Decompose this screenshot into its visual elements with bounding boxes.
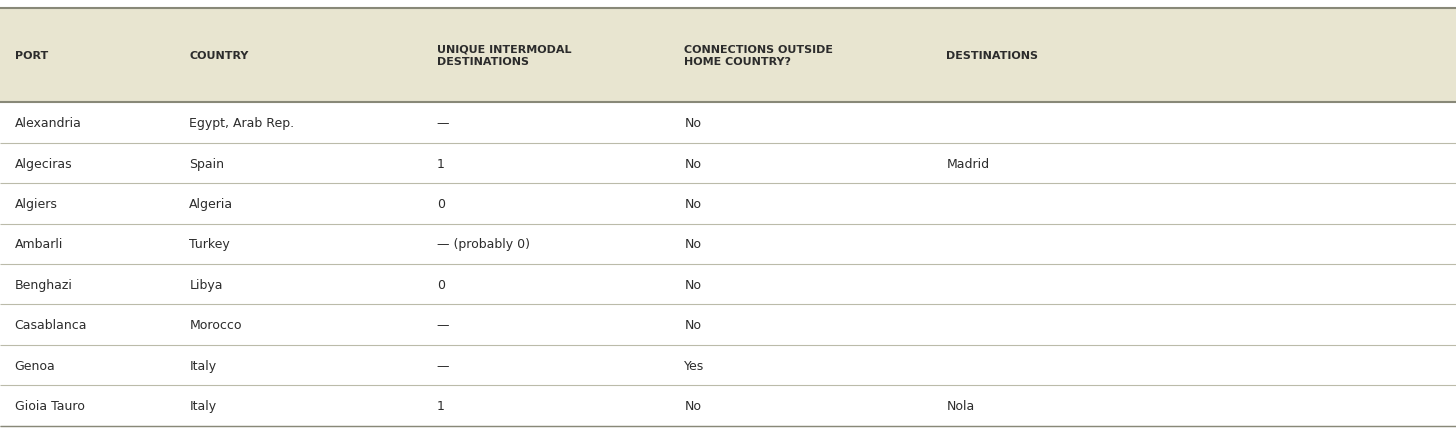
Bar [0,345,1456,385]
Text: —: — [437,359,450,372]
Text: No: No [684,399,702,412]
Bar [0,103,1456,144]
Text: Algeciras: Algeciras [15,157,73,170]
Text: CONNECTIONS OUTSIDE
HOME COUNTRY?: CONNECTIONS OUTSIDE HOME COUNTRY? [684,45,833,67]
Text: DESTINATIONS: DESTINATIONS [946,51,1038,61]
Text: Benghazi: Benghazi [15,278,73,291]
Text: Italy: Italy [189,399,217,412]
Text: 1: 1 [437,399,444,412]
Text: PORT: PORT [15,51,48,61]
Bar [0,385,1456,426]
Text: Madrid: Madrid [946,157,990,170]
Text: Gioia Tauro: Gioia Tauro [15,399,84,412]
Text: COUNTRY: COUNTRY [189,51,249,61]
Text: No: No [684,117,702,130]
Text: Spain: Spain [189,157,224,170]
Text: Casablanca: Casablanca [15,319,87,332]
Text: Libya: Libya [189,278,223,291]
Text: Italy: Italy [189,359,217,372]
Text: Ambarli: Ambarli [15,238,63,251]
Bar [0,9,1456,103]
Text: — (probably 0): — (probably 0) [437,238,530,251]
Text: 1: 1 [437,157,444,170]
Text: Yes: Yes [684,359,705,372]
Text: 0: 0 [437,197,444,210]
Text: Algiers: Algiers [15,197,57,210]
Text: No: No [684,238,702,251]
Text: Nola: Nola [946,399,974,412]
Text: —: — [437,117,450,130]
Text: UNIQUE INTERMODAL
DESTINATIONS: UNIQUE INTERMODAL DESTINATIONS [437,45,571,67]
Text: Genoa: Genoa [15,359,55,372]
Text: No: No [684,157,702,170]
Text: Algeria: Algeria [189,197,233,210]
Text: No: No [684,197,702,210]
Text: No: No [684,278,702,291]
Bar [0,224,1456,264]
Bar [0,144,1456,184]
Text: Alexandria: Alexandria [15,117,82,130]
Text: —: — [437,319,450,332]
Bar [0,305,1456,345]
Text: Turkey: Turkey [189,238,230,251]
Bar [0,264,1456,305]
Bar [0,184,1456,224]
Text: Egypt, Arab Rep.: Egypt, Arab Rep. [189,117,294,130]
Text: No: No [684,319,702,332]
Text: Morocco: Morocco [189,319,242,332]
Text: 0: 0 [437,278,444,291]
